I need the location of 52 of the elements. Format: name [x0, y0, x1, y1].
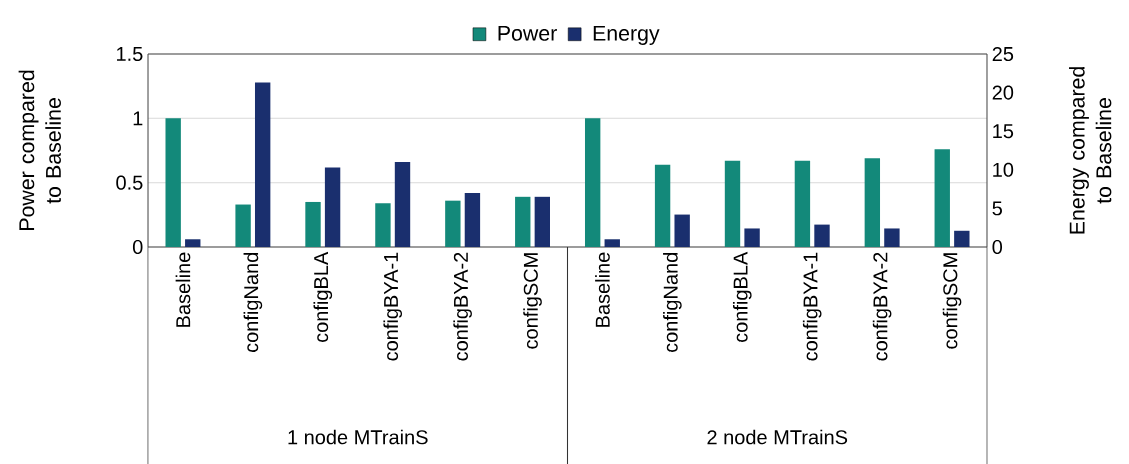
bar — [165, 118, 181, 247]
y-axis-title: Power compared to Baseline — [18, 70, 61, 230]
bar — [394, 162, 411, 247]
y2-tick-label: 20 — [992, 85, 1014, 100]
bar — [674, 214, 690, 247]
text: 2 node MTrainS — [707, 429, 848, 445]
y2-tick-label: 0 — [992, 239, 1003, 255]
y2-tick-label: 15 — [993, 124, 1014, 139]
x-tick-label: Baseline — [595, 252, 610, 327]
x-tick-label: configBYA-2 — [453, 252, 472, 361]
bar — [185, 239, 201, 247]
bar — [375, 203, 391, 247]
y-tick-label: 0.5 — [116, 175, 143, 190]
legend-label: Energy — [593, 25, 660, 46]
bar — [235, 204, 251, 247]
bar — [744, 228, 760, 247]
x-tick-label: Baseline — [175, 252, 191, 327]
bar — [515, 196, 531, 247]
bar — [654, 164, 671, 247]
x-tick-label: configNand — [243, 253, 263, 353]
y2-axis-title: Energy compared to Baseline — [1069, 67, 1112, 234]
bar — [604, 239, 620, 247]
bar — [305, 201, 321, 247]
x-tick-label: configBYA-1 — [383, 252, 403, 361]
legend-label: Power — [498, 25, 557, 41]
x-tick-label: configBLA — [732, 251, 752, 343]
text: 1 node MTrainS — [288, 429, 428, 445]
bar — [445, 200, 461, 247]
bar — [814, 224, 830, 247]
bar — [724, 160, 741, 247]
bar — [464, 192, 481, 247]
bar — [584, 118, 601, 247]
y2-tick-label: 5 — [992, 201, 1002, 216]
bar — [794, 160, 811, 247]
x-tick-label: configBYA-2 — [872, 252, 892, 361]
y-tick-label: 1 — [133, 111, 143, 126]
x-tick-label: configSCM — [942, 253, 962, 349]
bar — [934, 149, 950, 247]
bar — [864, 158, 881, 247]
bar — [954, 230, 970, 247]
bar — [534, 196, 551, 247]
y2-tick-label: 25 — [992, 46, 1014, 62]
y-tick-label: 0 — [132, 239, 143, 255]
bar — [324, 167, 341, 247]
x-tick-label: configSCM — [523, 253, 542, 349]
bar — [254, 82, 271, 247]
x-tick-label: configNand — [663, 253, 682, 353]
x-tick-label: configBLA — [313, 251, 333, 343]
y2-tick-label: 10 — [993, 162, 1014, 177]
x-tick-label: configBYA-1 — [802, 252, 822, 361]
y-tick-label: 1.5 — [117, 47, 143, 61]
bar — [884, 228, 900, 247]
